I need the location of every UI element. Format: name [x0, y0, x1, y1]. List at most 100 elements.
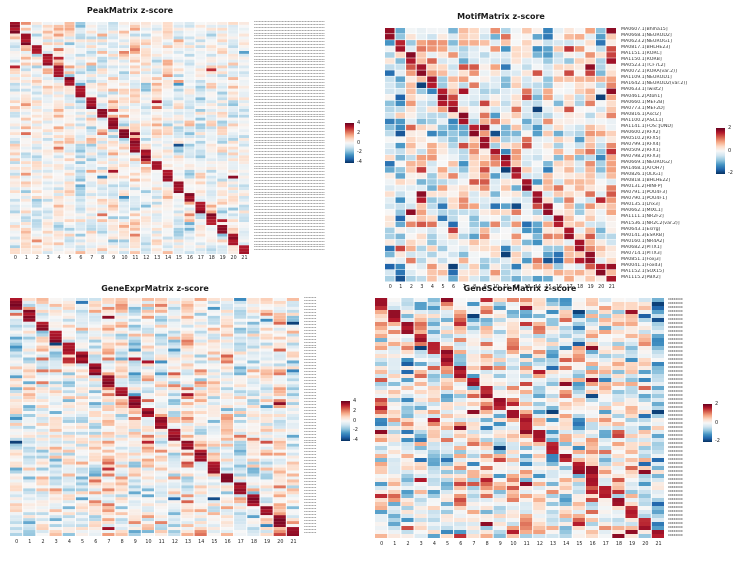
- x-tick-label: 12: [143, 256, 150, 261]
- row-label-illegible: xxxxxxxx: [304, 380, 317, 383]
- row-label: MA1109.1[NEUROD1]: [621, 75, 672, 81]
- x-tick-label: 6: [94, 540, 98, 545]
- x-tick-label: 19: [629, 542, 636, 547]
- row-label-illegible: xxxxxxxxxxxxxxxxxxxxxxxxxxxxxxxxxxxxxxxx…: [254, 44, 325, 47]
- row-label-illegible: xxxxxxxxxxxxxxxxxxxxxxxxxxxxxxxxxxxxxxxx…: [254, 249, 325, 252]
- row-label-illegible: xxxxxxxx: [304, 356, 317, 359]
- row-label: MA0510.2[RFX5]: [621, 135, 661, 141]
- row-label-illegible: xxxxxxxx: [304, 350, 317, 353]
- x-tick-label: 17: [197, 256, 204, 261]
- row-label-illegible: xxxxxxxx: [304, 469, 317, 472]
- x-tick-label: 0: [380, 542, 384, 547]
- x-tick-label: 3: [54, 540, 58, 545]
- row-label-illegible: xxxxxxxxxxxxxxxxxxxxxxxxxxxxxxxxxxxxxxxx…: [254, 151, 325, 154]
- x-tick-label: 10: [510, 542, 517, 547]
- row-label-illegible: xxxxxxxx: [304, 487, 317, 489]
- row-label-illegible: xxxxxxxx: [304, 418, 317, 421]
- colorbar-gradient: [345, 123, 354, 163]
- row-label-illegible: xxxxxxxx: [304, 489, 317, 492]
- row-label-illegible: xxxxxxxx: [304, 341, 317, 344]
- row-label-illegible: xxxxxxxx: [304, 463, 317, 466]
- row-label-illegible: xxxxxxxx: [668, 317, 683, 321]
- row-label-illegible: xxxxxxxx: [304, 353, 317, 356]
- row-label-illegible: xxxxxxxxxxxxxxxxxxxxxxxxxxxxxxxxxxxxxxxx…: [254, 148, 325, 151]
- row-label: MA1115.2[PBX2]: [621, 274, 661, 280]
- x-tick-label: 8: [101, 256, 105, 261]
- row-label-illegible: xxxxxxxxxxxxxxxxxxxxxxxxxxxxxxxxxxxxxxxx…: [254, 107, 325, 110]
- row-label-illegible: xxxxxxxxxxxxxxxxxxxxxxxxxxxxxxxxxxxxxxxx…: [254, 171, 325, 174]
- x-tick-label: 15: [175, 256, 183, 261]
- x-tick-label: 9: [112, 256, 116, 261]
- row-label-illegible: xxxxxxxx: [304, 525, 317, 528]
- row-label-illegible: xxxxxxxx: [304, 359, 317, 362]
- row-label: MA0131.2[HINFP]: [621, 184, 663, 190]
- row-label-illegible: xxxxxxxx: [304, 466, 317, 469]
- row-label: MA0660.1[MEF2B]: [621, 99, 665, 105]
- row-label-illegible: xxxxxxxx: [304, 397, 317, 400]
- x-tick-label: 7: [107, 540, 111, 545]
- row-label-illegible: xxxxxxxxxxxxxxxxxxxxxxxxxxxxxxxxxxxxxxxx…: [254, 90, 325, 93]
- x-tick-label: 9: [483, 285, 487, 290]
- row-label-illegible: xxxxxxxx: [304, 475, 317, 478]
- row-label-illegible: xxxxxxxxxxxxxxxxxxxxxxxxxxxxxxxxxxxxxxxx…: [254, 194, 325, 197]
- x-tick-label: 14: [198, 540, 205, 545]
- x-tick-label: 10: [121, 256, 128, 261]
- colorbar-tick-labels: 2 0 -2: [715, 402, 720, 444]
- colorbar-tick-label: -2: [357, 149, 362, 156]
- row-label-illegible: xxxxxxxx: [668, 353, 683, 357]
- row-label-illegible: xxxxxxxxxxxxxxxxxxxxxxxxxxxxxxxxxxxxxxxx…: [254, 29, 325, 32]
- x-tick-label: 15: [211, 540, 218, 545]
- row-label-illegible: xxxxxxxxxxxxxxxxxxxxxxxxxxxxxxxxxxxxxxxx…: [254, 35, 325, 38]
- row-label-illegible: xxxxxxxx: [668, 393, 683, 397]
- row-label-illegible: xxxxxxxxxxxxxxxxxxxxxxxxxxxxxxxxxxxxxxxx…: [254, 246, 325, 249]
- row-label-illegible: xxxxxxxx: [668, 409, 683, 413]
- row-label-illegible: xxxxxxxxxxxxxxxxxxxxxxxxxxxxxxxxxxxxxxxx…: [254, 81, 325, 84]
- row-label-illegible: xxxxxxxxxxxxxxxxxxxxxxxxxxxxxxxxxxxxxxxx…: [254, 110, 325, 113]
- row-label: MA0798.2[RFX3]: [621, 153, 661, 159]
- x-tick-label: 14: [165, 256, 172, 261]
- x-tick-label: 17: [566, 285, 573, 290]
- x-tick-label: 10: [492, 285, 499, 290]
- row-label-illegible: xxxxxxxx: [304, 297, 317, 299]
- row-label-illegible: xxxxxxxxxxxxxxxxxxxxxxxxxxxxxxxxxxxxxxxx…: [254, 168, 325, 171]
- colorbar-gradient: [341, 401, 350, 441]
- row-label-illegible: xxxxxxxx: [304, 442, 317, 445]
- row-label-illegible: xxxxxxxxxxxxxxxxxxxxxxxxxxxxxxxxxxxxxxxx…: [254, 26, 325, 29]
- x-axis-tick-labels: 0 1 2 3 4 5 6 7 8 9 10 11 12 13 14 15 16 17 18 19 20 21: [385, 285, 617, 290]
- x-tick-label: 4: [67, 540, 71, 545]
- row-label-illegible: xxxxxxxx: [304, 430, 317, 433]
- row-label-illegible: xxxxxxxx: [304, 421, 317, 424]
- row-label-illegible: xxxxxxxxxxxxxxxxxxxxxxxxxxxxxxxxxxxxxxxx…: [254, 197, 325, 200]
- row-label: MA0600.2[RFX2]: [621, 129, 661, 135]
- row-label: MA0135.1[Lhx3]: [621, 202, 660, 208]
- row-label-illegible: xxxxxxxxxxxxxxxxxxxxxxxxxxxxxxxxxxxxxxxx…: [254, 58, 325, 61]
- row-label-illegible: xxxxxxxx: [304, 451, 317, 454]
- x-tick-label: 1: [24, 256, 28, 261]
- row-label-illegible: xxxxxxxx: [304, 386, 317, 389]
- row-label: MA0851.1[Foxj3]: [621, 256, 661, 262]
- row-label-illegible: xxxxxxxxxxxxxxxxxxxxxxxxxxxxxxxxxxxxxxxx…: [254, 229, 325, 232]
- row-label-illegible: xxxxxxxxxxxxxxxxxxxxxxxxxxxxxxxxxxxxxxxx…: [254, 232, 325, 235]
- row-label-illegible: xxxxxxxxxxxxxxxxxxxxxxxxxxxxxxxxxxxxxxxx…: [254, 119, 325, 122]
- panel-title: GeneScoreMatrix z-score: [463, 284, 577, 293]
- row-label-illegible: xxxxxxxxxxxxxxxxxxxxxxxxxxxxxxxxxxxxxxxx…: [254, 142, 325, 145]
- x-tick-label: 1: [28, 540, 32, 545]
- row-label-illegible: xxxxxxxx: [668, 337, 683, 341]
- row-label-illegible: xxxxxxxxxxxxxxxxxxxxxxxxxxxxxxxxxxxxxxxx…: [254, 179, 325, 182]
- row-label-illegible: xxxxxxxx: [304, 513, 317, 516]
- row-label-illegible: xxxxxxxxxxxxxxxxxxxxxxxxxxxxxxxxxxxxxxxx…: [254, 73, 325, 76]
- row-label-illegible: xxxxxxxxxxxxxxxxxxxxxxxxxxxxxxxxxxxxxxxx…: [254, 177, 325, 180]
- panel-title: PeakMatrix z-score: [86, 6, 174, 15]
- row-label: MA0817.1[BHLHE23]: [621, 45, 671, 51]
- x-tick-label: 9: [498, 542, 502, 547]
- row-label-illegible: xxxxxxxx: [304, 510, 317, 513]
- row-label-illegible: xxxxxxxxxxxxxxxxxxxxxxxxxxxxxxxxxxxxxxxx…: [254, 122, 325, 125]
- row-label-illegible: xxxxxxxx: [668, 309, 683, 313]
- row-labels: xxxxxxxx xxxxxxxx xxxxxxxx xxxxxxxx xxxxxxxx…: [668, 297, 708, 537]
- x-axis-tick-labels: 0 1 2 3 4 5 6 7 8 9 10 11 12 13 14 15 16 17 18 19 20 21: [10, 540, 300, 545]
- colorbar-tick-labels: 4 2 0 -2 -4: [353, 399, 358, 443]
- row-label-illegible: xxxxxxxxxxxxxxxxxxxxxxxxxxxxxxxxxxxxxxxx…: [254, 78, 325, 81]
- panel-title: GeneExprMatrix z-score: [101, 284, 209, 293]
- row-label-illegible: xxxxxxxx: [304, 335, 317, 338]
